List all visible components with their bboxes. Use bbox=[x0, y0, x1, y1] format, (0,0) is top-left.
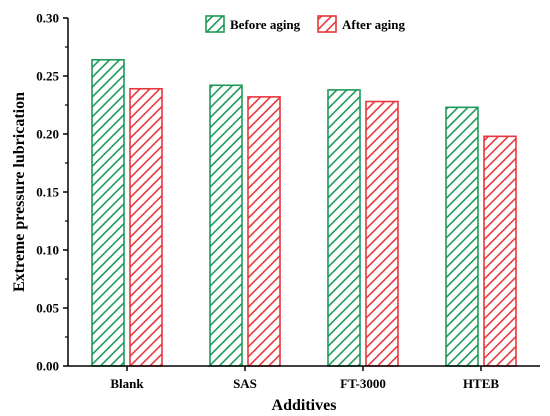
x-tick-label: FT-3000 bbox=[340, 376, 386, 391]
bar-before-aging-hteb bbox=[445, 106, 479, 367]
legend-swatch-before-aging bbox=[205, 15, 225, 33]
y-tick-label: 0.20 bbox=[36, 127, 59, 142]
y-tick-label: 0.00 bbox=[36, 359, 59, 374]
bar-after-aging-hteb bbox=[483, 135, 517, 367]
y-tick-label: 0.10 bbox=[36, 243, 59, 258]
y-tick-label: 0.05 bbox=[36, 301, 59, 316]
x-tick-label: HTEB bbox=[463, 376, 499, 391]
legend-label-after-aging: After aging bbox=[342, 17, 405, 32]
bar-after-aging-blank bbox=[129, 87, 163, 367]
x-axis-title: Additives bbox=[272, 397, 337, 414]
bar-after-aging-ft-3000 bbox=[365, 100, 399, 367]
legend-swatch-after-aging bbox=[317, 15, 337, 33]
bar-after-aging-sas bbox=[247, 96, 281, 367]
bar-before-aging-blank bbox=[91, 58, 125, 367]
y-axis-title: Extreme pressure lubrication bbox=[11, 92, 28, 292]
y-tick-label: 0.15 bbox=[36, 185, 59, 200]
axes: Blank SAS FT-3000 HTEB 0.00 0.05 0.10 0.15 0.20 0… bbox=[36, 11, 540, 391]
x-tick-label: SAS bbox=[233, 376, 257, 391]
x-tick-label: Blank bbox=[110, 376, 144, 391]
bar-before-aging-ft-3000 bbox=[327, 89, 361, 367]
y-tick-label: 0.30 bbox=[36, 11, 59, 26]
legend: Before aging After aging bbox=[205, 15, 405, 33]
bar-before-aging-sas bbox=[209, 84, 243, 367]
legend-label-before-aging: Before aging bbox=[230, 17, 301, 32]
plot-area bbox=[91, 58, 517, 367]
y-tick-label: 0.25 bbox=[36, 69, 59, 84]
